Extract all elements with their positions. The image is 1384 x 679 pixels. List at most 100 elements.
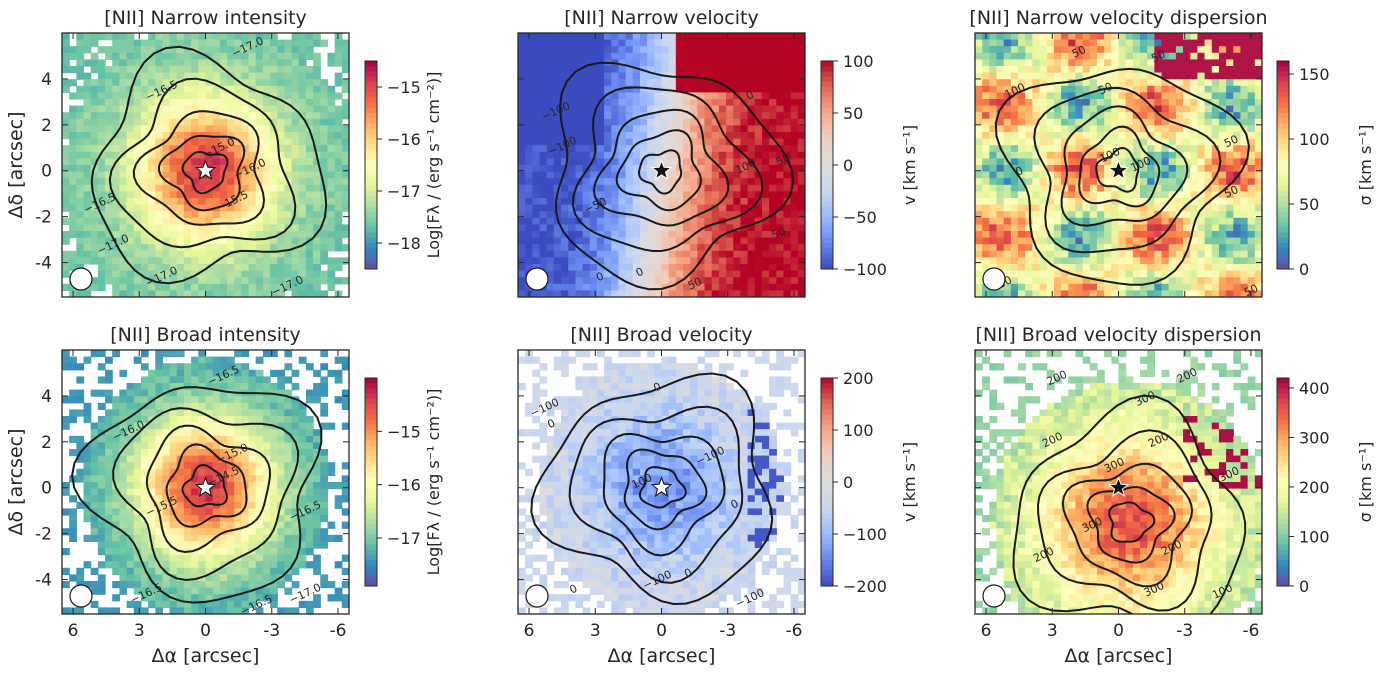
map-pixel <box>761 132 770 140</box>
map-pixel <box>1053 178 1062 186</box>
map-pixel <box>320 39 329 47</box>
map-pixel <box>675 85 684 93</box>
map-pixel <box>155 39 164 47</box>
map-pixel <box>582 125 591 133</box>
map-pixel <box>1204 33 1213 41</box>
colorbar-segment <box>1277 211 1289 218</box>
map-pixel <box>683 99 691 107</box>
map-pixel <box>227 283 235 291</box>
map-pixel <box>105 171 113 179</box>
map-pixel <box>726 184 734 192</box>
map-pixel <box>1061 46 1069 54</box>
map-pixel <box>148 244 156 252</box>
map-pixel <box>1197 231 1206 239</box>
map-pixel <box>255 244 264 252</box>
map-pixel <box>148 66 156 74</box>
map-pixel <box>797 270 805 278</box>
map-pixel <box>148 105 156 113</box>
map-pixel <box>754 270 763 278</box>
map-pixel <box>568 224 576 232</box>
map-pixel <box>83 39 92 47</box>
map-pixel <box>996 125 1005 133</box>
map-pixel <box>790 46 799 54</box>
map-pixel <box>675 66 684 74</box>
map-pixel <box>561 105 569 113</box>
map-pixel <box>241 165 250 173</box>
map-pixel <box>255 237 264 245</box>
map-pixel <box>589 283 598 291</box>
map-pixel <box>683 105 691 113</box>
map-pixel <box>1218 92 1227 100</box>
map-pixel <box>198 184 207 192</box>
map-pixel <box>1032 211 1041 219</box>
map-pixel <box>697 46 706 54</box>
map-pixel <box>1003 178 1012 186</box>
map-pixel <box>1211 33 1220 41</box>
map-pixel <box>298 191 307 199</box>
map-pixel <box>525 92 533 100</box>
map-pixel <box>248 33 257 41</box>
map-pixel <box>1104 151 1112 159</box>
map-pixel <box>1025 250 1033 258</box>
map-pixel <box>219 92 228 100</box>
map-pixel <box>1111 283 1120 291</box>
map-pixel <box>248 237 257 245</box>
map-pixel <box>783 191 792 199</box>
map-pixel <box>776 224 785 232</box>
map-pixel <box>754 198 763 206</box>
map-pixel <box>546 171 555 179</box>
map-pixel <box>1053 198 1062 206</box>
map-pixel <box>1010 79 1019 87</box>
map-pixel <box>1211 165 1220 173</box>
map-pixel <box>1218 217 1227 225</box>
map-pixel <box>982 244 990 252</box>
colorbar-tick-label: −16 <box>387 130 421 149</box>
map-pixel <box>1240 59 1249 67</box>
map-pixel <box>561 217 569 225</box>
map-pixel <box>733 178 742 186</box>
map-pixel <box>1010 224 1019 232</box>
map-pixel <box>1254 257 1262 265</box>
map-pixel <box>1125 99 1134 107</box>
map-pixel <box>790 204 799 212</box>
map-pixel <box>568 231 576 239</box>
map-pixel <box>219 224 228 232</box>
map-pixel <box>1161 72 1170 80</box>
map-pixel <box>1168 52 1177 60</box>
map-pixel <box>625 99 634 107</box>
map-pixel <box>604 99 612 107</box>
map-pixel <box>255 184 264 192</box>
colorbar-segment <box>821 222 833 228</box>
map-pixel <box>1082 165 1091 173</box>
map-pixel <box>1147 79 1155 87</box>
map-pixel <box>205 59 214 67</box>
map-pixel <box>1046 283 1055 291</box>
map-pixel <box>1053 132 1062 140</box>
map-pixel <box>740 283 749 291</box>
map-pixel <box>183 231 192 239</box>
map-pixel <box>1025 46 1033 54</box>
map-pixel <box>241 151 250 159</box>
map-pixel <box>675 191 684 199</box>
map-pixel <box>133 125 142 133</box>
map-pixel <box>277 231 286 239</box>
map-pixel <box>683 66 691 74</box>
map-pixel <box>1140 158 1148 166</box>
map-pixel <box>718 204 727 212</box>
map-pixel <box>704 250 713 258</box>
map-pixel <box>69 224 77 232</box>
map-pixel <box>1118 204 1127 212</box>
map-pixel <box>1183 264 1191 272</box>
map-pixel <box>697 184 706 192</box>
map-pixel <box>675 92 684 100</box>
map-pixel <box>1104 46 1112 54</box>
map-pixel <box>718 270 727 278</box>
map-pixel <box>604 171 612 179</box>
map-pixel <box>1075 79 1084 87</box>
map-pixel <box>327 105 336 113</box>
map-pixel <box>1132 92 1141 100</box>
map-pixel <box>148 217 156 225</box>
colorbar-segment <box>365 102 377 109</box>
map-pixel <box>604 198 612 206</box>
map-pixel <box>219 59 228 67</box>
